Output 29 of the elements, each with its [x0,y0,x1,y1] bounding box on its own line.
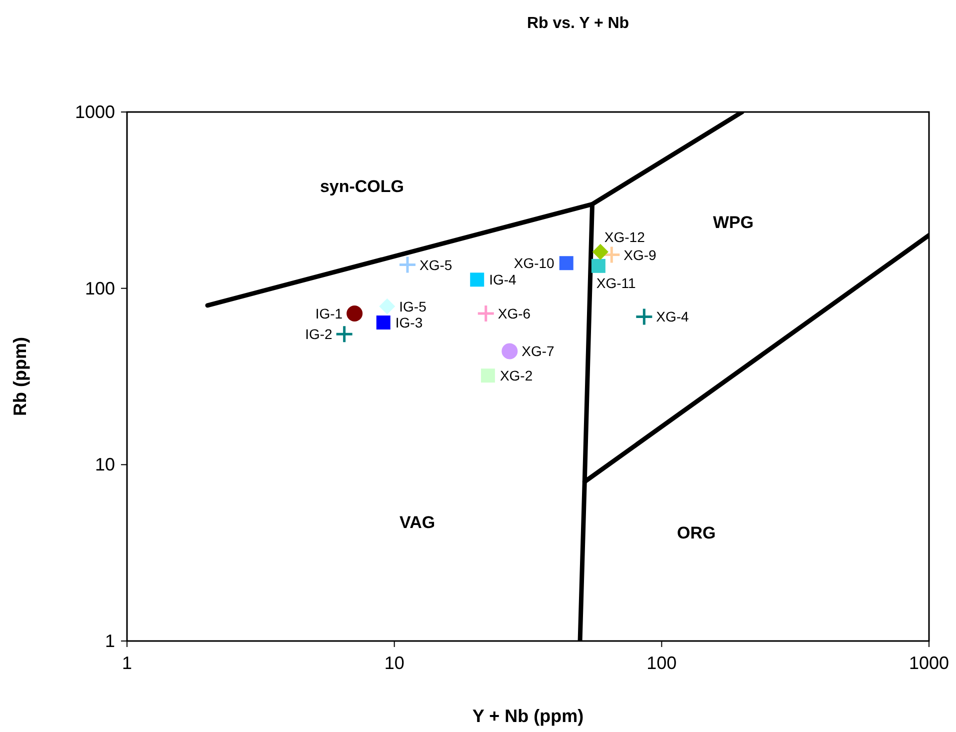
series-label: IG-2 [305,326,333,342]
series-label: XG-7 [522,343,555,360]
series-label: XG-11 [596,274,636,291]
series-label: IG-5 [399,298,427,314]
series-label: XG-2 [500,368,533,384]
series-label: XG-12 [604,228,646,245]
y-axis-title: Rb (ppm) [10,337,30,416]
series-label: IG-4 [489,272,517,288]
x-tick-label: 1 [122,653,132,673]
y-tick-label: 100 [84,278,115,298]
series-label: XG-6 [498,305,531,322]
series-label: XG-10 [514,255,555,272]
y-tick-label: 1 [104,631,115,651]
x-axis-title: Y + Nb (ppm) [472,706,584,726]
x-tick-label: 10 [384,653,404,673]
series-label: XG-4 [656,308,690,325]
x-tick-label: 1000 [908,653,950,673]
annotation: ORG [677,524,716,543]
annotation: WPG [713,213,754,232]
annotation: VAG [400,512,436,532]
chart-title: Rb vs. Y + Nb [526,15,630,32]
y-tick-label: 1000 [74,102,115,122]
annotation: syn-COLG [320,177,404,196]
series-label: XG-5 [419,256,452,273]
series-label: XG-9 [624,246,657,263]
series-label: IG-3 [395,314,423,331]
y-tick-label: 10 [94,454,115,475]
x-tick-label: 100 [646,653,677,673]
series-label: IG-1 [315,305,343,322]
